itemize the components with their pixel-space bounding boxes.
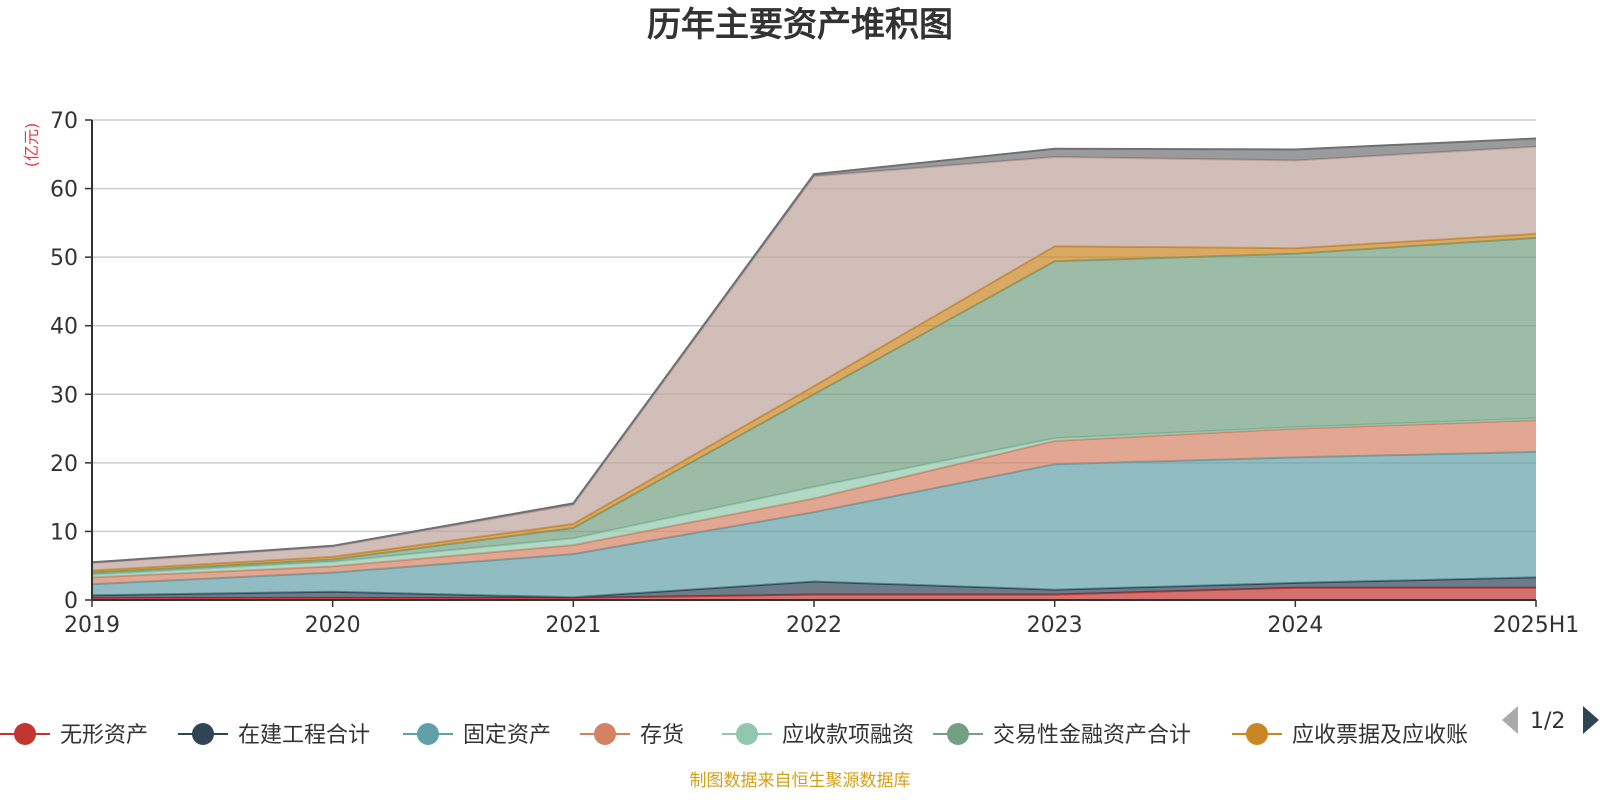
pager-label: 1/2: [1530, 709, 1565, 734]
y-axis-unit: (亿元): [22, 123, 41, 168]
legend-item-0[interactable]: 无形资产: [0, 723, 148, 748]
area-series-5: [92, 237, 1536, 575]
pager-prev-icon[interactable]: [1502, 706, 1518, 734]
x-tick-label: 2023: [1027, 613, 1083, 638]
legend-marker-icon: [594, 723, 616, 745]
x-tick-label: 2022: [786, 613, 842, 638]
area-series-7: [92, 146, 1536, 571]
legend: 无形资产 在建工程合计 固定资产 存货 应收款项融资 交易性金融资产合计 应收票据及应收账: [0, 723, 1468, 748]
line-series-8: [91, 137, 1537, 564]
y-tick-label: 40: [50, 315, 78, 340]
legend-item-3[interactable]: 存货: [580, 723, 684, 748]
x-tick-label: 2019: [64, 613, 120, 638]
plot-area: [91, 137, 1537, 600]
legend-label: 固定资产: [463, 723, 551, 748]
area-series-4: [92, 418, 1536, 578]
y-tick-label: 30: [50, 383, 78, 408]
y-tick-label: 60: [50, 178, 78, 203]
y-tick-label: 50: [50, 246, 78, 271]
pager-next-icon[interactable]: [1583, 706, 1599, 734]
area-series-3: [92, 420, 1536, 585]
legend-marker-icon: [1246, 723, 1268, 745]
area-series-2: [92, 451, 1536, 598]
legend-item-1[interactable]: 在建工程合计: [178, 723, 370, 748]
legend-item-2[interactable]: 固定资产: [403, 723, 551, 748]
legend-marker-icon: [14, 723, 36, 745]
legend-marker-icon: [947, 723, 969, 745]
x-tick-label: 2024: [1267, 613, 1323, 638]
y-tick-label: 70: [50, 109, 78, 134]
legend-label: 应收款项融资: [782, 723, 914, 748]
x-tick-label: 2020: [305, 613, 361, 638]
x-tick-label: 2025H1: [1493, 613, 1580, 638]
legend-label: 存货: [640, 723, 684, 748]
legend-pager: 1/2: [1502, 706, 1599, 734]
legend-item-6[interactable]: 应收票据及应收账: [1232, 723, 1468, 748]
y-tick-label: 10: [50, 520, 78, 545]
legend-label: 无形资产: [60, 723, 148, 748]
x-tick-label: 2021: [545, 613, 601, 638]
legend-label: 在建工程合计: [238, 723, 370, 748]
axes: 0 10 20 30 40 50 60 70 2019 2020 2021 2022 2023 2024 2…: [50, 109, 1579, 638]
legend-marker-icon: [192, 723, 214, 745]
y-tick-label: 20: [50, 452, 78, 477]
area-series-1: [92, 577, 1536, 598]
y-tick-label: 0: [64, 589, 78, 614]
legend-label: 应收票据及应收账: [1292, 723, 1468, 748]
legend-marker-icon: [736, 723, 758, 745]
legend-item-4[interactable]: 应收款项融资: [722, 723, 914, 748]
source-note: 制图数据来自恒生聚源数据库: [690, 771, 911, 791]
chart-title: 历年主要资产堆积图: [647, 5, 953, 45]
area-series-0: [92, 587, 1536, 600]
legend-label: 交易性金融资产合计: [993, 723, 1191, 748]
legend-item-5[interactable]: 交易性金融资产合计: [933, 723, 1191, 748]
legend-marker-icon: [417, 723, 439, 745]
